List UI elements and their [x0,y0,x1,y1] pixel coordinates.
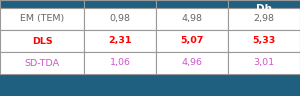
Text: 4,98: 4,98 [182,14,203,24]
Text: 0,98: 0,98 [110,14,130,24]
Bar [0,0,84,30]
Text: 3,01: 3,01 [254,58,274,67]
Text: DLS: DLS [32,36,52,46]
Text: 1,06: 1,06 [110,58,130,67]
Text: 5,07: 5,07 [180,36,204,46]
Bar [0,52,84,74]
Bar [0,30,84,52]
Bar [84,52,156,74]
Text: EM (TEM): EM (TEM) [20,14,64,24]
Bar [156,0,228,30]
Text: 4,96: 4,96 [182,58,203,67]
Bar [84,8,156,30]
Bar [228,30,300,52]
Text: Dh2: Dh2 [180,10,204,20]
Text: 5,33: 5,33 [252,36,276,46]
Bar [156,30,228,52]
Text: SD-TDA: SD-TDA [24,58,60,67]
Bar [228,52,300,74]
Bar [156,8,228,30]
Bar [228,8,300,30]
Text: 2,31: 2,31 [108,36,132,46]
Text: Dh
average: Dh average [240,4,288,26]
Bar [228,0,300,30]
Bar [84,0,156,30]
Bar [0,8,84,30]
Bar [156,52,228,74]
Bar [84,30,156,52]
Text: Dh1: Dh1 [108,10,132,20]
Text: 2,98: 2,98 [254,14,274,24]
